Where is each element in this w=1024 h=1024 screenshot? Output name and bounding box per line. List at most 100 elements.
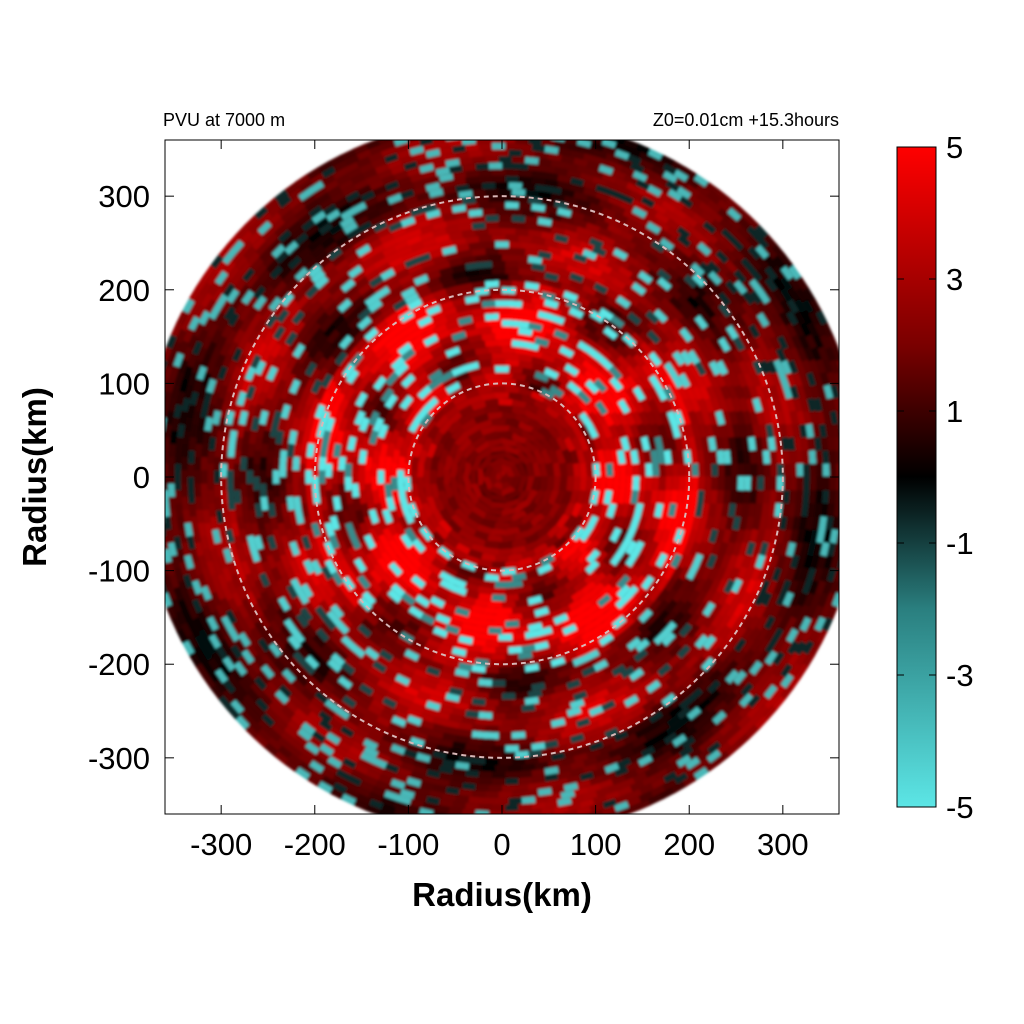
pv-cell xyxy=(411,538,426,554)
pv-cell xyxy=(363,515,375,532)
pv-cell xyxy=(709,292,724,307)
pv-cell xyxy=(253,477,260,492)
pv-cell xyxy=(320,565,334,582)
pv-cell xyxy=(416,385,432,400)
pv-cell xyxy=(575,260,591,272)
pv-cell xyxy=(524,696,540,706)
pv-cells xyxy=(165,122,860,814)
pv-cell xyxy=(632,385,646,402)
pv-cell xyxy=(351,670,367,684)
pv-cell xyxy=(511,632,527,641)
pv-cell xyxy=(169,509,178,525)
pv-cell xyxy=(542,396,558,410)
pv-cell xyxy=(780,578,792,595)
pv-cell xyxy=(353,301,369,316)
pv-cell xyxy=(772,396,783,412)
pv-cell xyxy=(441,245,457,256)
pv-cell xyxy=(430,455,440,471)
pv-cell xyxy=(717,302,732,318)
pv-cell xyxy=(741,436,750,451)
pv-cell xyxy=(233,610,246,626)
pv-cell xyxy=(471,189,486,197)
pv-cell xyxy=(547,489,560,506)
pv-cell xyxy=(237,603,250,620)
pv-cell xyxy=(230,240,245,255)
pv-cell xyxy=(713,239,728,254)
pv-cell xyxy=(708,410,719,426)
pv-cell xyxy=(750,371,762,388)
pv-cell xyxy=(508,613,524,621)
pv-cell xyxy=(256,391,268,407)
pv-cell xyxy=(703,230,719,245)
pv-cell xyxy=(507,208,523,216)
pv-cell xyxy=(457,528,474,542)
pv-cell xyxy=(267,238,282,253)
pv-cell xyxy=(701,656,716,672)
pv-cell xyxy=(363,404,376,421)
pv-cell xyxy=(338,762,355,776)
pv-cell xyxy=(334,647,349,662)
pv-cell xyxy=(683,273,698,289)
pv-cell xyxy=(723,489,731,504)
pv-cell xyxy=(785,615,798,632)
pv-cell xyxy=(715,259,731,275)
pv-cell xyxy=(849,476,856,490)
pv-cell xyxy=(208,436,217,452)
pv-cell xyxy=(447,529,463,543)
pv-cell xyxy=(214,443,223,458)
pv-cell xyxy=(663,328,678,344)
reference-circles xyxy=(220,195,784,759)
pv-cell xyxy=(170,322,183,338)
pv-cell xyxy=(372,417,384,433)
pv-cell xyxy=(435,710,451,721)
pv-cell xyxy=(654,729,670,743)
pv-cell xyxy=(497,477,503,484)
pv-cell xyxy=(250,682,265,698)
pv-cell xyxy=(802,489,810,504)
pv-cell xyxy=(550,691,566,701)
pv-cell xyxy=(641,289,657,304)
pv-cell xyxy=(217,384,229,400)
pv-cell xyxy=(338,582,352,598)
pv-cell xyxy=(686,315,701,331)
pv-cell xyxy=(330,191,346,204)
pv-cell xyxy=(494,333,509,340)
pv-cell xyxy=(313,503,323,519)
pv-cell xyxy=(670,449,679,464)
pv-cell xyxy=(194,634,207,651)
pv-cell xyxy=(363,327,379,342)
pv-cell xyxy=(646,719,662,733)
pv-cell xyxy=(573,786,589,797)
pv-cell xyxy=(549,348,565,361)
pv-cell xyxy=(780,265,794,281)
pv-cell xyxy=(457,309,473,319)
pv-cell xyxy=(717,741,732,755)
pv-cell xyxy=(491,260,506,268)
pv-cell xyxy=(739,256,754,272)
pv-cell xyxy=(508,672,523,680)
pv-cell xyxy=(236,423,246,439)
pv-cell xyxy=(652,476,660,491)
pv-cell xyxy=(314,216,330,230)
pv-cell xyxy=(805,371,817,387)
pv-cell xyxy=(390,779,406,790)
pv-cell xyxy=(731,691,746,707)
pv-cell xyxy=(457,376,473,389)
pv-cell xyxy=(702,348,715,364)
pv-cell xyxy=(372,220,388,233)
pv-cell xyxy=(516,449,531,465)
pv-cell xyxy=(393,436,405,452)
pv-cell xyxy=(560,122,575,131)
pv-cell xyxy=(510,462,522,477)
pv-cell xyxy=(415,252,432,264)
pv-cell xyxy=(599,476,607,491)
pv-cell xyxy=(520,334,536,344)
pv-cell xyxy=(852,516,860,531)
pv-cell xyxy=(524,248,539,258)
pv-cell xyxy=(547,601,563,614)
pv-cell xyxy=(192,293,206,309)
pv-cell xyxy=(221,615,234,631)
pv-cell xyxy=(764,661,779,677)
pv-cell xyxy=(661,397,674,414)
pv-cell xyxy=(494,522,511,529)
